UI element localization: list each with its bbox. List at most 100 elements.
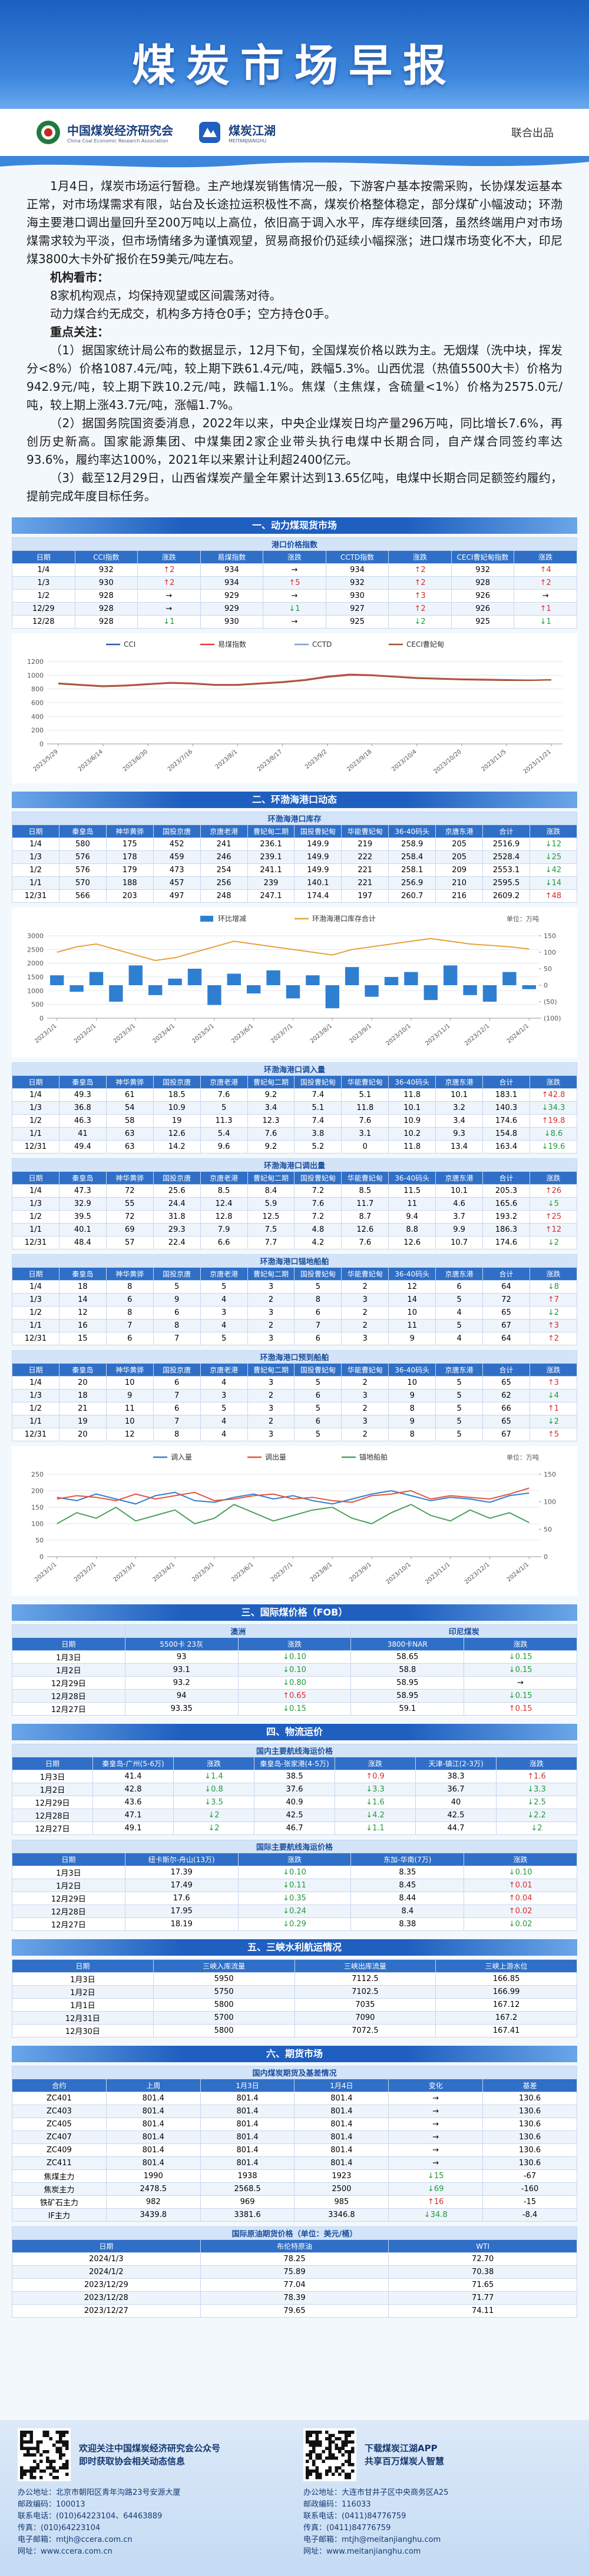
cell: 1/2 <box>12 1210 59 1224</box>
table-row: 1/2 928 → 929 → 930 ↑3 926 → <box>12 589 577 603</box>
data-table: 环渤海港口锚地船舶 日期 秦皇岛 神华黄骅 国投京唐 京唐老港 曹妃甸二期 国投曹妃甸 华能曹妃… <box>12 1254 578 1345</box>
cell: ↑1 <box>529 1402 578 1415</box>
bar <box>109 985 123 1002</box>
column-header: 合约 <box>12 2079 107 2092</box>
cell: ↓25 <box>529 850 578 864</box>
qr-dot <box>65 2431 69 2434</box>
cell: 19 <box>153 1114 201 1128</box>
cell: ↑2 <box>388 602 452 616</box>
intro: 1月4日，煤炭市场运行暂稳。主产地煤炭销售情况一般，下游客户基本按需采购，长协煤… <box>0 171 589 509</box>
qr-dot <box>52 2476 56 2479</box>
cell: ↑0.01 <box>464 1879 577 1892</box>
qr-dot <box>306 2440 309 2444</box>
cell: 78.25 <box>200 2252 389 2266</box>
unit-label: 单位：万吨 <box>507 915 539 923</box>
qr-dot <box>46 2459 49 2463</box>
cell: ↓1 <box>137 615 201 629</box>
cell: 8 <box>153 1428 201 1441</box>
table-row: 12月27日 18.19 ↓0.29 8.38 ↓0.02 <box>12 1917 577 1931</box>
qr-dot <box>306 2453 309 2457</box>
caption-row: 环渤海港口调出量 <box>12 1158 577 1172</box>
unit-label: 单位：万吨 <box>507 1453 539 1461</box>
cell: ↑3 <box>529 1376 578 1390</box>
qr-dot <box>335 2437 338 2441</box>
column-header: 京唐老港 <box>200 1363 248 1377</box>
line-series <box>58 674 552 687</box>
cell: ↓34.8 <box>388 2208 484 2222</box>
qr-dot <box>325 2472 329 2476</box>
cell: 3439.8 <box>105 2208 201 2222</box>
slogan: 共享百万煤炭人智慧 <box>365 2456 445 2467</box>
cell: 166.85 <box>435 1972 577 1986</box>
column-header: 秦皇岛 <box>58 1075 107 1089</box>
cell: ↑2 <box>388 576 452 590</box>
qr-dot <box>322 2459 325 2463</box>
cell: 12/29 <box>12 602 75 616</box>
table-caption: 环渤海港口库存 <box>12 812 577 825</box>
table-row: ZC401 801.4 801.4 801.4 → 130.6 <box>12 2092 577 2105</box>
cell: 2 <box>341 1376 389 1390</box>
column-header: 京唐东港 <box>435 825 484 838</box>
cell: 10.1 <box>435 1088 484 1102</box>
data-table: 环渤海港口库存 日期 秦皇岛 神华黄骅 国投京唐 京唐老港 曹妃甸二期 国投曹妃甸 华能曹妃甸 3… <box>12 812 578 903</box>
cell: 5 <box>294 1280 342 1294</box>
cell: 928 <box>74 589 138 603</box>
qr-dot <box>59 2453 62 2457</box>
cell: 18.5 <box>153 1088 201 1102</box>
cell: 4.6 <box>435 1197 484 1211</box>
column-header: CECI曹妃甸指数 <box>451 550 515 564</box>
cell: 8 <box>294 1293 342 1307</box>
cell: ↓2 <box>529 1306 578 1319</box>
cell: 10.9 <box>388 1114 436 1128</box>
qr-dot <box>345 2444 348 2447</box>
cell: 焦煤主力 <box>12 2169 107 2183</box>
cell: ↓4 <box>529 1389 578 1402</box>
column-header: 涨跌 <box>496 1757 577 1770</box>
qr-code <box>18 2428 71 2481</box>
cell: ↓0.24 <box>237 1904 352 1918</box>
cell: 801.4 <box>200 2118 295 2131</box>
y-tick-label: 500 <box>31 1001 44 1009</box>
cell: 1月2日 <box>12 1783 93 1796</box>
cell: 934 <box>325 563 389 577</box>
cell: 79.65 <box>200 2304 389 2318</box>
cell: ↑0.9 <box>335 1770 416 1783</box>
bar <box>70 985 84 992</box>
qr-dot <box>55 2469 59 2473</box>
cell: 8.38 <box>350 1917 465 1931</box>
qr-dot <box>59 2434 62 2437</box>
cell: ↓12 <box>529 837 578 851</box>
x-tick-label: 2023/5/29 <box>32 749 59 773</box>
qr-dot <box>49 2466 52 2469</box>
cell: ↓3.5 <box>173 1796 254 1809</box>
table-row: 1/3 14 6 9 4 2 8 3 14 5 72 ↑7 <box>12 1293 578 1307</box>
cell: 130.6 <box>482 2156 577 2170</box>
x-tick-label: 2023/8/1 <box>214 749 239 770</box>
cell: 205.3 <box>482 1184 530 1198</box>
cell: 3346.8 <box>294 2208 389 2222</box>
cell: 256.9 <box>388 876 436 890</box>
cell: 67 <box>482 1428 530 1441</box>
cell: 7.4 <box>294 1088 342 1102</box>
table-row: 1月2日 42.8 ↓0.8 37.6 ↓3.3 36.7 ↓3.3 <box>12 1783 577 1796</box>
cell: 149.9 <box>294 863 342 877</box>
qr-dot <box>351 2440 355 2444</box>
cell: 41.4 <box>92 1770 174 1783</box>
cell: 1/3 <box>12 1101 59 1115</box>
cell: 12.4 <box>200 1197 248 1211</box>
qr-dot <box>325 2469 329 2473</box>
cell: ↓0.15 <box>464 1689 577 1703</box>
table-row: 1月3日 17.39 ↓0.10 8.35 ↓0.10 <box>12 1866 577 1879</box>
y-tick-label: 2500 <box>27 946 44 953</box>
cell: ↑2 <box>529 1332 578 1345</box>
qr-dot <box>309 2472 312 2476</box>
cell: 9.6 <box>200 1140 248 1154</box>
cell: → <box>388 2143 484 2157</box>
cell: 932 <box>325 576 389 590</box>
table-row: ZC409 801.4 801.4 801.4 → 130.6 <box>12 2143 577 2157</box>
caption-row: 环渤海港口库存 <box>12 812 577 825</box>
cell: 93.35 <box>124 1702 239 1716</box>
data-table: 国际原油期货价格（单位：美元/桶） 日期 布伦特原油 WTI 2024/1/3 78.25… <box>12 2226 577 2318</box>
cell: 1/3 <box>12 576 75 590</box>
